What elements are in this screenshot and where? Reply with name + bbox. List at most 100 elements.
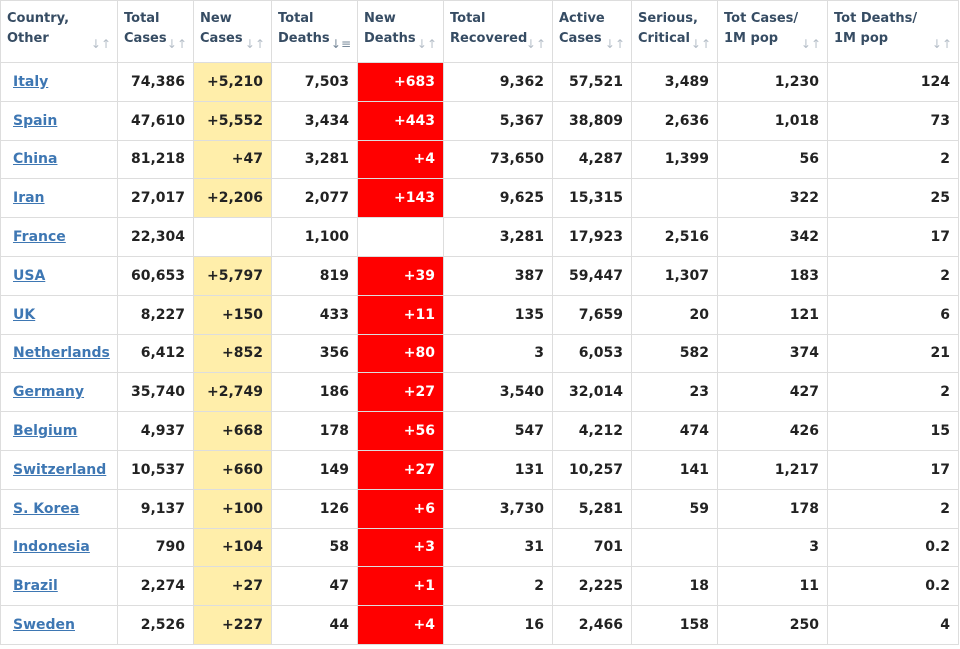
total-cases-cell: 9,137 [117, 488, 194, 529]
serious-critical-cell: 582 [631, 333, 718, 374]
active-cases-cell: 57,521 [552, 62, 632, 102]
country-column-header[interactable]: Country, Other ↓↑ [0, 0, 118, 63]
country-link[interactable]: Switzerland [13, 461, 107, 478]
sort-icon[interactable]: ↓↑ [931, 37, 952, 51]
country-link[interactable]: France [13, 229, 66, 246]
table-row: China 81,218 +47 3,281 +4 73,650 4,287 1,399 56 2 [0, 139, 959, 180]
header-label-line2: Recovered [450, 31, 528, 46]
country-link[interactable]: Indonesia [13, 539, 90, 556]
total-cases-cell: 4,937 [117, 411, 194, 451]
serious-critical-column-header[interactable]: Serious, Critical ↓↑ [631, 0, 718, 63]
country-link[interactable]: Brazil [13, 578, 58, 595]
active-cases-cell: 701 [552, 527, 632, 568]
cases-per-1m-cell: 374 [717, 333, 828, 374]
new-cases-cell [193, 217, 272, 257]
sort-icon[interactable]: ↓↑ [90, 37, 111, 51]
new-cases-cell: +100 [193, 488, 272, 529]
deaths-per-1m-cell: 6 [827, 294, 959, 335]
table-body: Italy 74,386 +5,210 7,503 +683 9,362 57,521 3,4… [0, 62, 959, 645]
total-recovered-cell: 547 [443, 411, 553, 451]
country-link[interactable]: Italy [13, 73, 49, 90]
header-label-line2: Deaths [364, 31, 416, 46]
total-deaths-cell: 47 [271, 566, 358, 607]
deaths-per-1m-cell: 2 [827, 488, 959, 529]
table-row: Spain 47,610 +5,552 3,434 +443 5,367 38,809 2,6… [0, 100, 959, 141]
serious-critical-cell: 59 [631, 488, 718, 529]
new-cases-column-header[interactable]: New Cases ↓↑ [193, 0, 272, 63]
country-link[interactable]: Germany [13, 384, 85, 401]
total-recovered-cell: 3,281 [443, 217, 553, 257]
cases-per-1m-cell: 1,018 [717, 100, 828, 141]
country-cell: Sweden [0, 605, 118, 645]
total-deaths-cell: 356 [271, 333, 358, 374]
deaths-per-1m-cell: 0.2 [827, 566, 959, 607]
cases-per-1m-cell: 178 [717, 488, 828, 529]
country-link[interactable]: Iran [13, 190, 45, 207]
active-cases-column-header[interactable]: Active Cases ↓↑ [552, 0, 632, 63]
total-cases-column-header[interactable]: Total Cases ↓↑ [117, 0, 194, 63]
active-cases-cell: 38,809 [552, 100, 632, 141]
sort-icon[interactable]: ↓↑ [166, 37, 187, 51]
serious-critical-cell [631, 527, 718, 568]
cases-per-1m-cell: 1,230 [717, 62, 828, 102]
total-recovered-column-header[interactable]: Total Recovered ↓↑ [443, 0, 553, 63]
total-deaths-column-header[interactable]: Total Deaths ↓≡ [271, 0, 358, 63]
country-link[interactable]: China [13, 151, 58, 168]
new-cases-cell: +660 [193, 449, 272, 490]
new-deaths-cell: +443 [357, 100, 444, 141]
country-link[interactable]: Sweden [13, 617, 75, 634]
new-cases-cell: +27 [193, 566, 272, 607]
new-deaths-column-header[interactable]: New Deaths ↓↑ [357, 0, 444, 63]
sort-icon[interactable]: ↓↑ [244, 37, 265, 51]
table-row: Germany 35,740 +2,749 186 +27 3,540 32,014 23 42… [0, 372, 959, 413]
total-cases-cell: 47,610 [117, 100, 194, 141]
deaths-per-1m-cell: 17 [827, 449, 959, 490]
total-cases-cell: 60,653 [117, 255, 194, 296]
sort-icon[interactable]: ↓↑ [525, 37, 546, 51]
header-label-line1: Tot Cases/ [724, 11, 799, 26]
country-cell: Spain [0, 100, 118, 141]
deaths-per-1m-cell: 4 [827, 605, 959, 645]
table-row: Switzerland 10,537 +660 149 +27 131 10,257 141 1… [0, 449, 959, 490]
table-row: Brazil 2,274 +27 47 +1 2 2,225 18 11 0.2 [0, 566, 959, 607]
country-cell: Belgium [0, 411, 118, 451]
country-link[interactable]: Belgium [13, 423, 78, 440]
table-header: Country, Other ↓↑ Total Cases ↓↑ New Cases ↓↑ Tot… [0, 0, 959, 63]
table-row: Sweden 2,526 +227 44 +4 16 2,466 158 250 4 [0, 605, 959, 645]
serious-critical-cell: 1,307 [631, 255, 718, 296]
country-link[interactable]: Netherlands [13, 345, 110, 362]
header-label-line2: 1M pop [724, 31, 779, 46]
total-deaths-cell: 433 [271, 294, 358, 335]
total-recovered-cell: 31 [443, 527, 553, 568]
cases-per-1m-column-header[interactable]: Tot Cases/1M pop ↓↑ [717, 0, 828, 63]
cases-per-1m-cell: 183 [717, 255, 828, 296]
active-cases-cell: 7,659 [552, 294, 632, 335]
sort-icon[interactable]: ↓↑ [416, 37, 437, 51]
active-cases-cell: 6,053 [552, 333, 632, 374]
total-cases-cell: 74,386 [117, 62, 194, 102]
sort-icon[interactable]: ↓↑ [604, 37, 625, 51]
country-link[interactable]: UK [13, 306, 36, 323]
total-deaths-cell: 3,434 [271, 100, 358, 141]
deaths-per-1m-cell: 2 [827, 255, 959, 296]
sort-icon[interactable]: ↓↑ [800, 37, 821, 51]
country-link[interactable]: USA [13, 267, 46, 284]
serious-critical-cell: 474 [631, 411, 718, 451]
total-cases-cell: 2,274 [117, 566, 194, 607]
total-recovered-cell: 135 [443, 294, 553, 335]
new-cases-cell: +227 [193, 605, 272, 645]
total-cases-cell: 81,218 [117, 139, 194, 180]
new-deaths-cell: +39 [357, 255, 444, 296]
sort-descending-icon[interactable]: ↓≡ [330, 37, 351, 51]
country-link[interactable]: S. Korea [13, 500, 80, 517]
country-link[interactable]: Spain [13, 112, 58, 129]
header-label-line2: Cases [124, 31, 167, 46]
deaths-per-1m-column-header[interactable]: Tot Deaths/1M pop ↓↑ [827, 0, 959, 63]
total-recovered-cell: 387 [443, 255, 553, 296]
cases-per-1m-cell: 1,217 [717, 449, 828, 490]
sort-icon[interactable]: ↓↑ [690, 37, 711, 51]
deaths-per-1m-cell: 73 [827, 100, 959, 141]
new-deaths-cell [357, 217, 444, 257]
total-cases-cell: 2,526 [117, 605, 194, 645]
